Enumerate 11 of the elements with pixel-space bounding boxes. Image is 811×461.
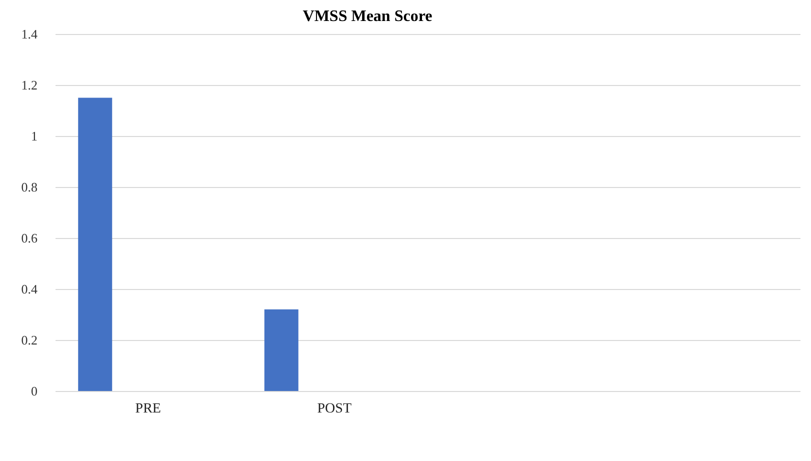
y-tick-label: 0.4	[21, 282, 38, 296]
x-tick-label: POST	[317, 402, 352, 416]
y-tick-label: 1.2	[21, 78, 38, 92]
y-tick-label: 0	[31, 384, 38, 398]
chart-title: VMSS Mean Score	[302, 8, 432, 25]
y-tick-label: 1.4	[21, 26, 38, 42]
y-tick-label: 0.6	[21, 230, 38, 246]
y-tick-label: 1	[31, 128, 38, 144]
y-tick-label: 0.8	[21, 180, 38, 194]
y-tick-label: 0.2	[21, 332, 38, 348]
x-tick-label: PRE	[135, 402, 161, 416]
